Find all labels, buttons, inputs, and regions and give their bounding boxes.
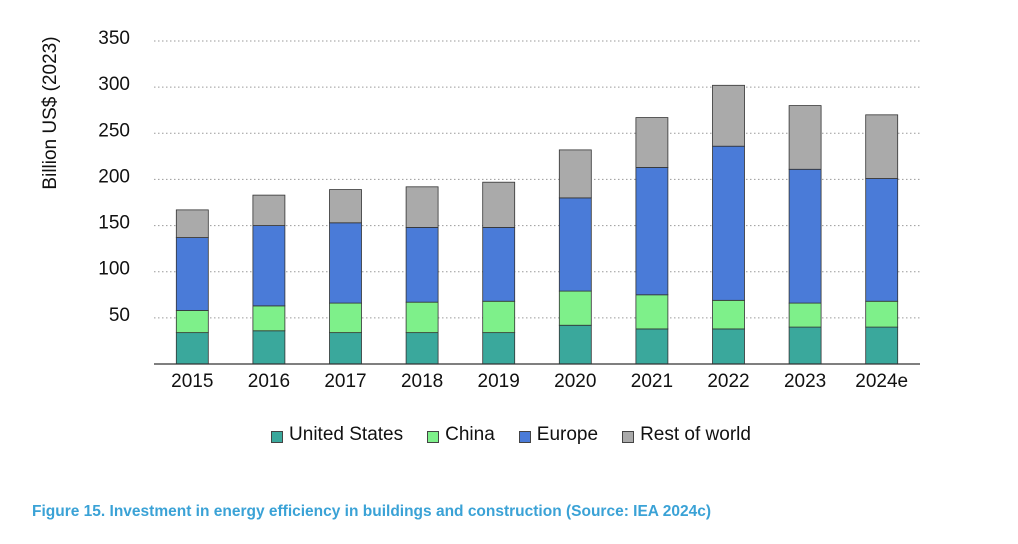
bar-rest-of-world-2023 <box>788 105 822 170</box>
bar-united-states-2019 <box>482 332 516 365</box>
legend-label: China <box>445 424 495 445</box>
x-tick-label: 2018 <box>401 371 443 392</box>
bar-europe-2024e <box>865 178 899 302</box>
x-tick-label: 2019 <box>478 371 520 392</box>
legend-item-europe: Europe <box>518 424 599 446</box>
y-tick-label: 200 <box>98 166 130 187</box>
legend-item-united-states: United States <box>271 424 403 446</box>
legend-swatch-europe <box>518 431 531 443</box>
y-tick-label: 150 <box>98 213 130 234</box>
bar-united-states-2024e <box>865 326 899 365</box>
bar-europe-2017 <box>329 222 362 304</box>
bar-europe-2019 <box>482 227 516 302</box>
bar-united-states-2016 <box>252 330 286 365</box>
bar-united-states-2017 <box>329 332 362 365</box>
bar-europe-2022 <box>712 145 745 301</box>
bar-rest-of-world-2024e <box>865 114 899 179</box>
figure-caption: Figure 15. Investment in energy efficien… <box>32 503 711 520</box>
bar-rest-of-world-2019 <box>482 181 516 228</box>
bar-china-2020 <box>558 290 592 326</box>
bar-rest-of-world-2018 <box>405 186 439 228</box>
y-tick-label: 50 <box>109 305 130 326</box>
bar-united-states-2015 <box>175 332 209 365</box>
bar-rest-of-world-2015 <box>175 209 209 238</box>
x-tick-label: 2020 <box>554 371 596 392</box>
legend-item-rest-of-world: Rest of world <box>622 424 751 446</box>
x-tick-label: 2017 <box>324 371 366 392</box>
x-tick-label: 2015 <box>171 371 213 392</box>
bar-europe-2016 <box>252 225 286 307</box>
legend-item-china: China <box>427 424 495 446</box>
bar-china-2016 <box>252 305 286 332</box>
legend-swatch-rest-of-world <box>622 431 635 443</box>
bar-rest-of-world-2021 <box>635 117 669 168</box>
bar-china-2021 <box>635 294 669 330</box>
legend-label: Europe <box>536 424 599 445</box>
bar-china-2017 <box>329 302 362 334</box>
bar-china-2023 <box>788 302 822 328</box>
y-tick-label: 300 <box>98 74 130 95</box>
bar-united-states-2021 <box>635 328 669 365</box>
legend: United States China Europe Rest of world <box>0 424 1018 446</box>
bar-rest-of-world-2016 <box>252 194 286 226</box>
bar-europe-2020 <box>558 197 592 292</box>
x-tick-labels: 2015 2016 2017 2018 2019 2020 2021 2022 2023 2024… <box>171 371 908 392</box>
bar-china-2018 <box>405 301 439 334</box>
y-tick-label: 100 <box>98 259 130 280</box>
bars <box>175 84 899 365</box>
bar-europe-2018 <box>405 227 439 303</box>
x-tick-label: 2021 <box>631 371 673 392</box>
x-tick-label: 2023 <box>784 371 826 392</box>
bar-europe-2021 <box>635 167 669 296</box>
legend-swatch-united-states <box>271 431 284 443</box>
bar-rest-of-world-2017 <box>329 189 362 224</box>
legend-label: Rest of world <box>640 424 751 445</box>
bar-united-states-2018 <box>405 332 439 365</box>
bar-china-2022 <box>712 299 745 330</box>
bar-china-2019 <box>482 300 516 334</box>
bar-rest-of-world-2022 <box>712 84 745 147</box>
bar-china-2015 <box>175 310 209 334</box>
y-tick-label: 350 <box>98 28 130 49</box>
bar-rest-of-world-2020 <box>558 149 592 199</box>
legend-swatch-china <box>427 431 440 443</box>
x-tick-label: 2016 <box>248 371 290 392</box>
x-tick-label: 2024e <box>855 371 908 392</box>
bar-europe-2023 <box>788 168 822 304</box>
legend-label: United States <box>289 424 404 445</box>
bar-europe-2015 <box>175 237 209 311</box>
bar-united-states-2022 <box>712 328 745 365</box>
y-axis-label: Billion US$ (2023) <box>40 36 61 189</box>
bar-china-2024e <box>865 300 899 328</box>
bar-united-states-2023 <box>788 326 822 365</box>
y-tick-label: 250 <box>98 120 130 141</box>
y-tick-labels: 50 100 150 200 250 300 350 <box>98 28 130 326</box>
bar-united-states-2020 <box>558 324 592 365</box>
x-tick-label: 2022 <box>707 371 749 392</box>
